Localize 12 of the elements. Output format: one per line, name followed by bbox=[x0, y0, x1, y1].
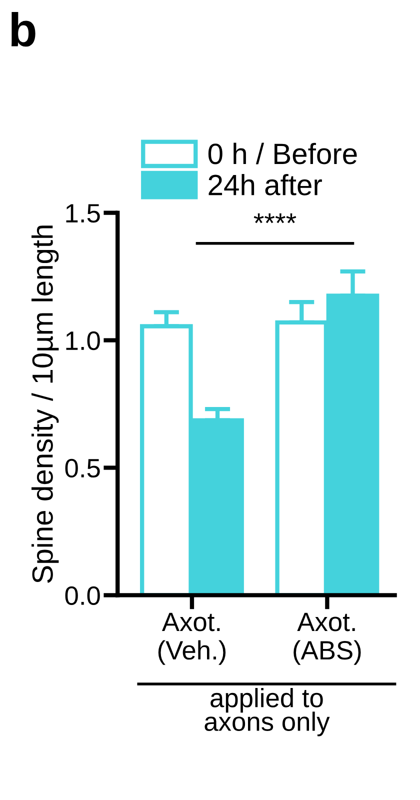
text: applied to axons only bbox=[204, 688, 330, 736]
y-tick-label: 1.0 bbox=[66, 331, 100, 350]
y-tick-label: 0.0 bbox=[65, 586, 100, 606]
legend-label: 24h after bbox=[208, 174, 322, 196]
x-tick-label: Axot. (ABS) bbox=[294, 612, 361, 665]
annotation: **** bbox=[254, 213, 296, 224]
x-tick-label: Axot. (Veh.) bbox=[158, 612, 226, 665]
legend-label: 0 h / Before bbox=[208, 142, 357, 164]
y-axis-title: Spine density / 10µm length bbox=[32, 226, 59, 583]
y-tick-label: 1.5 bbox=[66, 204, 100, 223]
chart-title: b bbox=[12, 12, 36, 47]
y-tick-label: 0.5 bbox=[65, 458, 100, 478]
